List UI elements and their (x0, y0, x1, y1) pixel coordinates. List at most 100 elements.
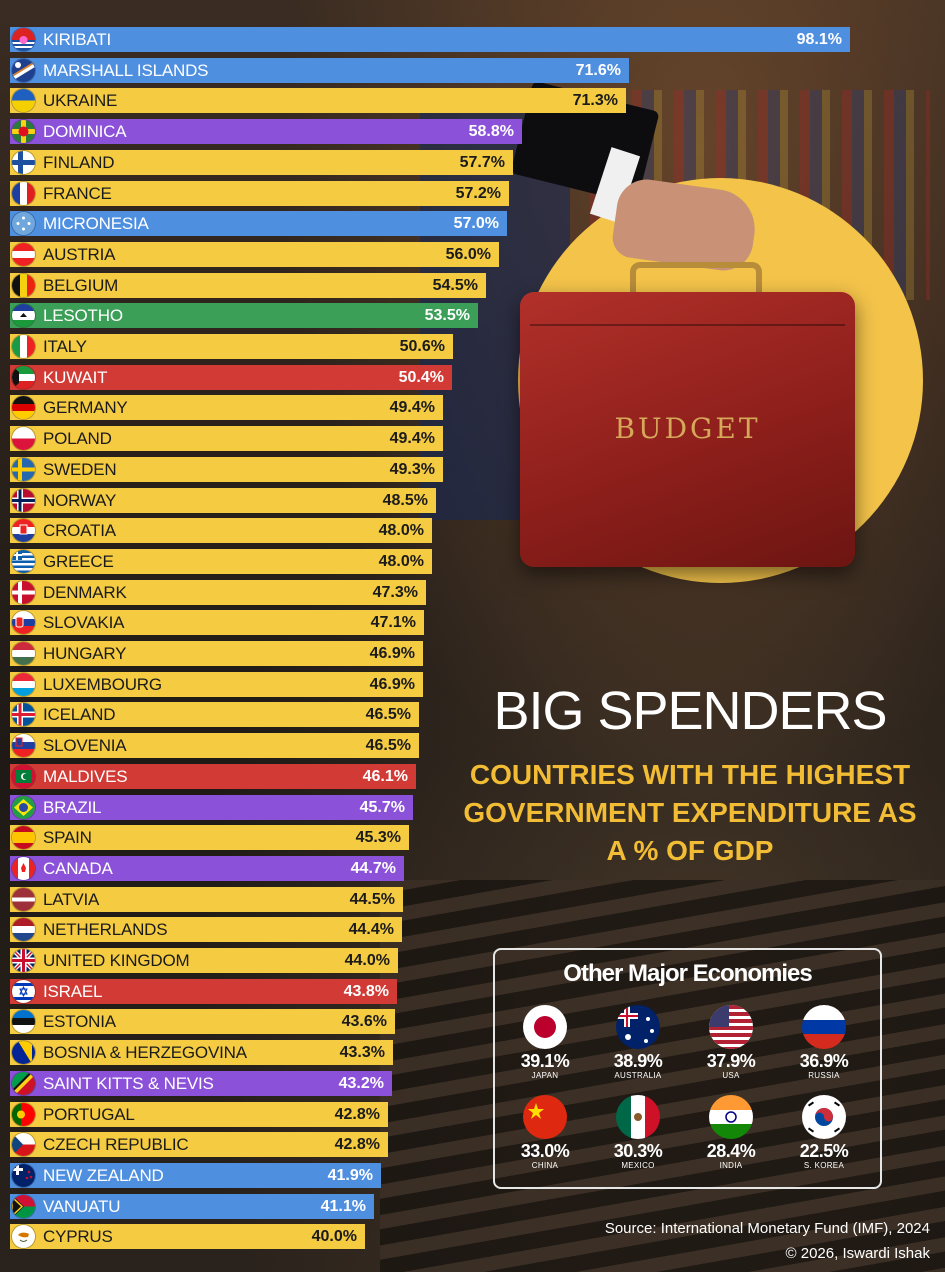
latvia-flag-icon (12, 888, 35, 911)
country-label: SAINT KITTS & NEVIS (43, 1074, 214, 1093)
economy-india: 28.4% INDIA (686, 1095, 776, 1170)
bar-row-israel: ISRAEL 43.8% (10, 979, 397, 1004)
bar (10, 641, 423, 666)
bar (10, 1132, 388, 1157)
bar (10, 518, 432, 543)
value-label: 58.8% (468, 123, 514, 140)
bar (10, 887, 403, 912)
bar-row-denmark: DENMARK 47.3% (10, 580, 426, 605)
country-label: SPAIN (43, 828, 92, 847)
bar (10, 549, 432, 574)
bar-row-canada: CANADA 44.7% (10, 856, 404, 881)
country-label: CZECH REPUBLIC (43, 1135, 189, 1154)
value-label: 49.3% (389, 461, 435, 478)
chart-subtitle: COUNTRIES WITH THE HIGHEST GOVERNMENT EX… (463, 759, 917, 866)
bar (10, 27, 850, 52)
hungary-flag-icon (12, 642, 35, 665)
country-label: CYPRUS (43, 1227, 113, 1246)
bar-row-micronesia: MICRONESIA 57.0% (10, 211, 507, 236)
economy-name: RUSSIA (808, 1071, 840, 1080)
economy-name: S. KOREA (803, 1161, 845, 1170)
value-label: 41.1% (320, 1198, 366, 1215)
country-label: MICRONESIA (43, 214, 149, 233)
briefcase-label: BUDGET (614, 412, 761, 445)
briefcase-handle (630, 262, 762, 304)
economy-value: 37.9% (706, 1051, 756, 1071)
briefcase-lid-seam (530, 302, 845, 326)
bar (10, 764, 416, 789)
micronesia-flag-icon (12, 212, 35, 235)
bar (10, 1194, 374, 1219)
bar (10, 1071, 392, 1096)
country-label: MALDIVES (43, 767, 128, 786)
finland-flag-icon (12, 151, 35, 174)
cyprus-flag-icon (12, 1225, 35, 1248)
bar-row-czech-republic: CZECH REPUBLIC 42.8% (10, 1132, 388, 1157)
value-label: 48.5% (382, 492, 428, 509)
value-label: 54.5% (432, 277, 478, 294)
estonia-flag-icon (12, 1010, 35, 1033)
country-label: UNITED KINGDOM (43, 951, 190, 970)
sweden-flag-icon (12, 458, 35, 481)
value-label: 43.6% (341, 1013, 387, 1030)
country-label: GREECE (43, 552, 114, 571)
iceland-flag-icon (12, 703, 35, 726)
background-parliament-seats (380, 880, 945, 1272)
value-label: 46.5% (365, 706, 411, 723)
bar-row-france: FRANCE 57.2% (10, 181, 509, 206)
japan-flag-icon (523, 1005, 567, 1049)
bar-row-poland: POLAND 49.4% (10, 426, 443, 451)
value-label: 49.4% (389, 430, 435, 447)
bar-row-maldives: MALDIVES 46.1% (10, 764, 416, 789)
value-label: 41.9% (327, 1167, 373, 1184)
bar-row-marshall-islands: MARSHALL ISLANDS 71.6% (10, 58, 629, 83)
bar (10, 580, 426, 605)
economy-value: 38.9% (613, 1051, 663, 1071)
country-label: BELGIUM (43, 276, 119, 295)
bar (10, 1224, 365, 1249)
value-label: 50.6% (399, 338, 445, 355)
bar (10, 426, 443, 451)
value-label: 45.3% (355, 829, 401, 846)
country-label: GERMANY (43, 398, 128, 417)
country-label: FINLAND (43, 153, 115, 172)
new-zealand-flag-icon (12, 1164, 35, 1187)
bar-row-luxembourg: LUXEMBOURG 46.9% (10, 672, 423, 697)
bar-row-slovenia: SLOVENIA 46.5% (10, 733, 419, 758)
bar-row-ukraine: UKRAINE 71.3% (10, 88, 626, 113)
luxembourg-flag-icon (12, 673, 35, 696)
bar-row-germany: GERMANY 49.4% (10, 395, 443, 420)
vanuatu-flag-icon (12, 1195, 35, 1218)
brazil-flag-icon (12, 796, 35, 819)
country-label: NEW ZEALAND (43, 1166, 164, 1185)
country-label: LUXEMBOURG (43, 675, 162, 694)
austria-flag-icon (12, 243, 35, 266)
bar-row-cyprus: CYPRUS 40.0% (10, 1224, 365, 1249)
chart-title: BIG SPENDERS (493, 681, 887, 741)
value-label: 46.9% (369, 676, 415, 693)
economy-value: 39.1% (520, 1051, 570, 1071)
value-label: 56.0% (445, 246, 491, 263)
bar-row-spain: SPAIN 45.3% (10, 825, 409, 850)
czech-republic-flag-icon (12, 1133, 35, 1156)
norway-flag-icon (12, 489, 35, 512)
bar-row-austria: AUSTRIA 56.0% (10, 242, 499, 267)
budget-briefcase: BUDGET (520, 292, 855, 567)
economy-value: 30.3% (613, 1141, 663, 1161)
country-label: SLOVENIA (43, 736, 127, 755)
value-label: 71.3% (572, 92, 618, 109)
country-label: BOSNIA & HERZEGOVINA (43, 1043, 247, 1062)
lesotho-flag-icon (12, 304, 35, 327)
value-label: 50.4% (398, 369, 444, 386)
economy-russia: 36.9% RUSSIA (779, 1005, 869, 1080)
bar-row-croatia: CROATIA 48.0% (10, 518, 432, 543)
value-label: 40.0% (311, 1228, 357, 1245)
value-label: 49.4% (389, 399, 435, 416)
country-label: AUSTRIA (43, 245, 116, 264)
country-label: KUWAIT (43, 368, 108, 387)
country-label: NETHERLANDS (43, 920, 168, 939)
italy-flag-icon (12, 335, 35, 358)
bar-row-slovakia: SLOVAKIA 47.1% (10, 610, 424, 635)
usa-flag-icon (709, 1005, 753, 1049)
value-label: 46.1% (362, 768, 408, 785)
